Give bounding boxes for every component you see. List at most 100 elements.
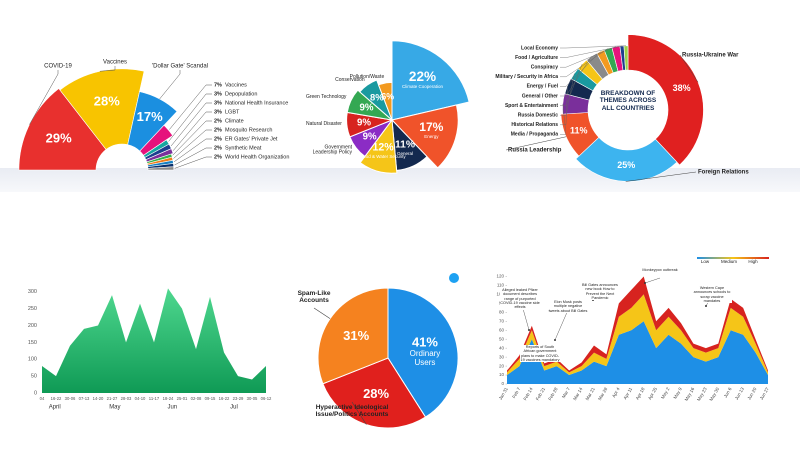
leader-line [625, 171, 697, 182]
x-tick-label: 16-22 [51, 396, 62, 401]
annotation: Reports of South African government plan… [520, 345, 560, 363]
category-label: Climate [225, 118, 244, 124]
background-band [0, 168, 800, 192]
y-tick-label: 70 [499, 318, 505, 323]
leader-line [505, 136, 567, 151]
x-tick-label: 30-06 [65, 396, 76, 401]
leader-line [351, 401, 367, 425]
x-tick-label: 11-17 [149, 396, 160, 401]
annotation: Western Cape announces schools to scrap … [692, 286, 732, 304]
leader-line [560, 85, 568, 126]
y-tick-label: 40 [499, 345, 505, 350]
x-tick-label: 02-08 [191, 396, 202, 401]
x-group-label: May [109, 405, 120, 411]
category-label: Sport & Entertainment [505, 103, 558, 109]
chart-title: BREAKDOWN OF THEMES ACROSS ALL COUNTRIES [599, 90, 657, 112]
x-tick-label: May 30 [708, 386, 720, 402]
leader-line [560, 51, 601, 87]
y-tick-label: 0 [34, 390, 37, 396]
category-label: Pollution/Waste [349, 74, 385, 81]
category-label: Vaccines [225, 82, 247, 88]
x-tick-label: Jun 20 [746, 386, 757, 401]
x-tick-label: 28-03 [121, 396, 132, 401]
area-band [507, 294, 768, 376]
x-tick-label: Apr 4 [611, 386, 621, 398]
annotation-dot [554, 339, 556, 341]
value-label: 28% [94, 94, 120, 109]
category-label: 'Dollar Gate' Scandal [152, 64, 208, 70]
value-label: 29% [46, 130, 72, 145]
area-band [507, 276, 768, 373]
slice [127, 91, 178, 152]
y-tick-label: 50 [31, 374, 37, 380]
category-label: Green Technology [305, 94, 347, 101]
value-label: 2% [214, 127, 222, 133]
x-tick-label: Jan 31 [498, 386, 509, 401]
category-label: LGBT [225, 109, 240, 115]
category-label: Media / Propaganda [511, 132, 558, 138]
value-label: 2% [214, 136, 222, 142]
annotation: Bill Gates announces new book How to Pre… [580, 283, 620, 301]
slice [391, 40, 470, 121]
category-label: World Health Organization [225, 154, 289, 160]
leader-line [174, 147, 212, 166]
value-label: 2% [214, 145, 222, 151]
x-tick-label: Mar 21 [585, 386, 597, 401]
category-label: Conspiracy [531, 65, 558, 71]
y-tick-label: 60 [499, 327, 505, 332]
x-tick-label: Apr 25 [647, 386, 658, 400]
value-label: 3% [214, 100, 222, 106]
x-tick-label: 21-27 [107, 396, 118, 401]
x-tick-label: May 9 [672, 386, 683, 400]
category-label: ER Gates' Private Jet [225, 136, 278, 142]
x-tick-label: 07-13 [79, 396, 90, 401]
category-label: Russia Leadership [508, 148, 562, 154]
leader-line [560, 56, 592, 97]
y-tick-label: 50 [499, 336, 505, 341]
value-label: 3% [214, 91, 222, 97]
value-label: 38% [673, 83, 691, 93]
value-label: 11% [570, 126, 588, 136]
x-tick-label: 14-20 [93, 396, 104, 401]
x-tick-label: 23-29 [233, 396, 244, 401]
value-label: 22% [409, 69, 436, 84]
y-tick-label: 0 [501, 381, 504, 386]
category-label: National Health Insurance [225, 100, 288, 106]
leader-line [173, 129, 212, 159]
value-label: 41% [412, 335, 438, 350]
legend-label: Medium [721, 259, 737, 264]
x-tick-label: Jun 27 [759, 386, 770, 401]
x-tick-label: 16-22 [219, 396, 230, 401]
value-label: 28% [363, 386, 389, 401]
category-label: Spam-Like Accounts [297, 290, 331, 305]
value-label: 9% [363, 132, 377, 143]
value-label: 2% [214, 118, 222, 124]
category-label: Government Leadership Policy [312, 143, 353, 156]
x-tick-label: 04-10 [135, 396, 146, 401]
slice [59, 68, 145, 150]
x-tick-label: 25-01 [177, 396, 188, 401]
category-label: Synthetic Meat [225, 145, 262, 151]
x-tick-label: 04 [40, 396, 45, 401]
category-label: Energy / Fuel [527, 84, 559, 90]
x-tick-label: Feb 21 [535, 386, 547, 401]
category-label: Natural Disaster [306, 121, 342, 128]
y-tick-label: 250 [28, 306, 37, 312]
leader-line [679, 54, 699, 83]
leader-line [560, 48, 609, 78]
x-tick-label: Jun 13 [734, 386, 745, 401]
category-label: Food / Agriculture [515, 55, 558, 61]
x-tick-label: Mar 7 [561, 386, 571, 399]
legend-label: High [748, 259, 758, 264]
y-tick-label: 200 [28, 323, 37, 329]
category-label: Climate Cooperation [402, 83, 444, 89]
x-tick-label: Mar 28 [597, 386, 609, 401]
x-group-label: Jun [167, 405, 177, 411]
x-tick-label: May 16 [684, 386, 696, 402]
x-tick-label: 18-24 [163, 396, 174, 401]
leader-line [159, 70, 181, 100]
y-tick-label: 110 [497, 283, 505, 288]
category-label: Local Economy [521, 45, 558, 51]
leader-line [170, 102, 212, 147]
